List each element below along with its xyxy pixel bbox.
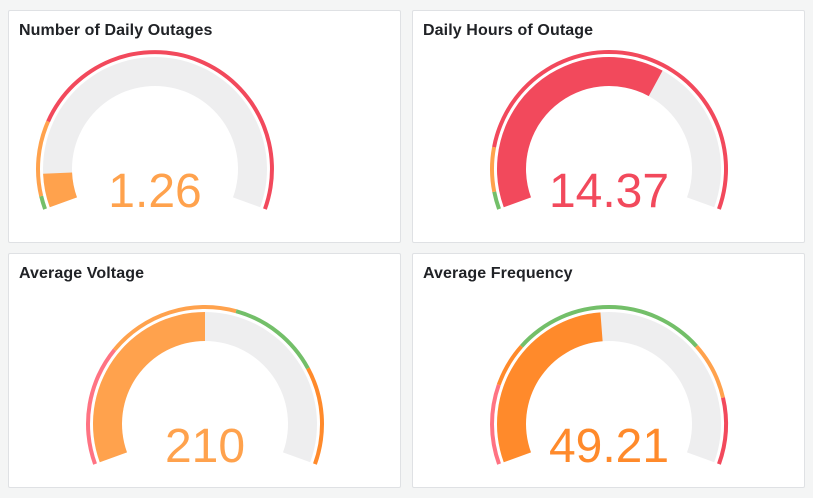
gauge-threshold-band (86, 348, 117, 465)
gauge-threshold-band (490, 146, 497, 193)
gauge-daily-hours-of-outage: 14.37 (490, 49, 729, 218)
gauge-value: 49.21 (549, 420, 669, 473)
gauge-threshold-band (520, 304, 698, 348)
gauge-value: 1.26 (108, 165, 201, 218)
panel-title: Average Voltage (19, 265, 145, 282)
panel-title: Number of Daily Outages (19, 22, 213, 39)
gauge-threshold-band (492, 191, 501, 210)
gauge-track (43, 57, 267, 208)
panel-number-of-daily-outages[interactable]: Number of Daily Outages 1.26 (8, 10, 401, 243)
gauge-threshold-band (490, 384, 501, 465)
panel-title: Average Frequency (423, 265, 573, 282)
gauge-number-of-daily-outages: 1.26 (36, 50, 274, 218)
panel-title: Daily Hours of Outage (423, 22, 594, 39)
gauge-value-fill (43, 172, 78, 208)
gauge-threshold-band (39, 195, 47, 210)
gauge-value-fill (92, 312, 205, 463)
gauge-value-fill (496, 312, 603, 463)
panel-daily-hours-of-outage[interactable]: Daily Hours of Outage 14.37 (412, 10, 805, 243)
gauge-threshold-band (235, 309, 310, 370)
gauge-average-frequency: 49.21 (490, 304, 728, 473)
gauge-threshold-band (306, 367, 324, 465)
panel-average-voltage[interactable]: Average Voltage 210 (8, 253, 401, 488)
gauge-average-voltage: 210 (86, 304, 324, 473)
gauge-value: 14.37 (549, 165, 669, 218)
gauge-threshold-band (496, 344, 523, 386)
gauge-threshold-band (695, 344, 725, 399)
gauge-threshold-band (717, 397, 728, 465)
gauge-threshold-band (113, 304, 237, 352)
gauge-value: 210 (165, 420, 245, 473)
panel-average-frequency[interactable]: Average Frequency 49.21 (412, 253, 805, 488)
gauge-value-fill (496, 57, 663, 208)
gauge-threshold-band (36, 120, 50, 197)
